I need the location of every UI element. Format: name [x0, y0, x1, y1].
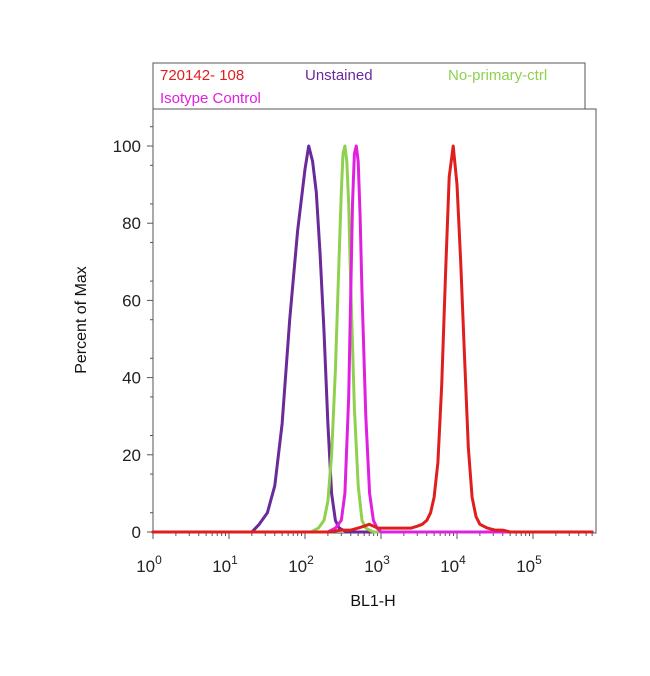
series-line-no-primary-ctrl [151, 144, 594, 534]
legend-entry-isotype-control: Isotype Control [160, 90, 261, 107]
y-tick-label: 0 [132, 523, 141, 542]
x-axis-ticks: 100 101 102 103 104 105 [136, 533, 593, 576]
legend-entry-720142-108: 720142- 108 [160, 67, 244, 84]
y-tick-label: 60 [122, 291, 141, 310]
plot-frame [152, 108, 597, 534]
x-tick-label: 101 [212, 553, 238, 576]
y-tick-label: 40 [122, 369, 141, 388]
y-axis-ticks: 0 20 40 60 80 100 [113, 126, 153, 542]
y-tick-label: 80 [122, 214, 141, 233]
y-axis-title: Percent of Max [73, 266, 90, 374]
series-line-720142-108 [151, 144, 594, 534]
x-tick-label: 102 [288, 553, 314, 576]
legend-box [152, 62, 586, 110]
x-axis-title: BL1-H [350, 593, 395, 610]
x-tick-label: 100 [136, 553, 162, 576]
x-tick-label: 104 [440, 553, 466, 576]
y-tick-label: 20 [122, 446, 141, 465]
series-line-isotype-control [151, 144, 594, 534]
legend-entry-unstained: Unstained [305, 67, 373, 84]
histogram-curves [151, 144, 594, 534]
y-tick-label: 100 [113, 137, 141, 156]
x-tick-label: 105 [516, 553, 542, 576]
series-line-unstained [151, 144, 594, 534]
legend-entry-no-primary-ctrl: No-primary-ctrl [448, 67, 547, 84]
x-tick-label: 103 [364, 553, 390, 576]
